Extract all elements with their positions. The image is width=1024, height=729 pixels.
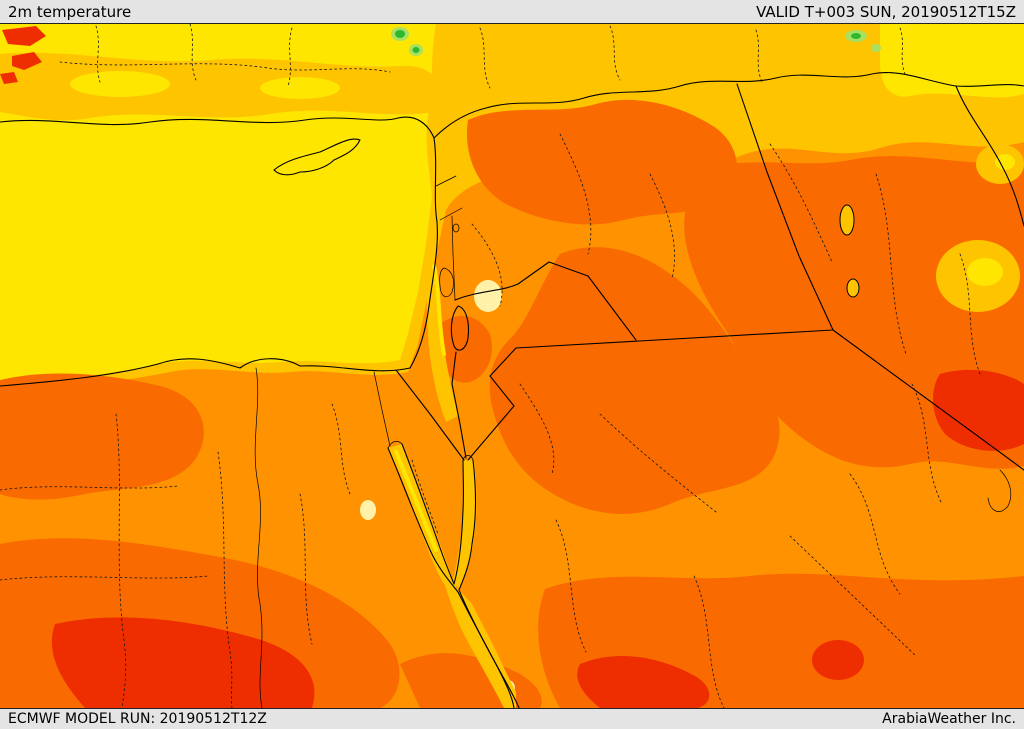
country-borders-layer — [0, 72, 1024, 709]
map-footer: ECMWF MODEL RUN: 20190512T12Z ArabiaWeat… — [0, 708, 1024, 729]
temperature-fill-layer — [0, 24, 1024, 708]
parameter-title: 2m temperature — [8, 2, 132, 21]
map-header: 2m temperature VALID T+003 SUN, 20190512… — [0, 0, 1024, 24]
valid-time-label: VALID T+003 SUN, 20190512T15Z — [756, 2, 1016, 21]
water-bodies-layer — [388, 204, 860, 708]
model-run-label: ECMWF MODEL RUN: 20190512T12Z — [8, 711, 267, 727]
branding-label: ArabiaWeather Inc. — [882, 711, 1016, 727]
weather-map — [0, 23, 1024, 709]
map-canvas — [0, 23, 1024, 709]
admin-boundaries-layer — [0, 23, 981, 709]
